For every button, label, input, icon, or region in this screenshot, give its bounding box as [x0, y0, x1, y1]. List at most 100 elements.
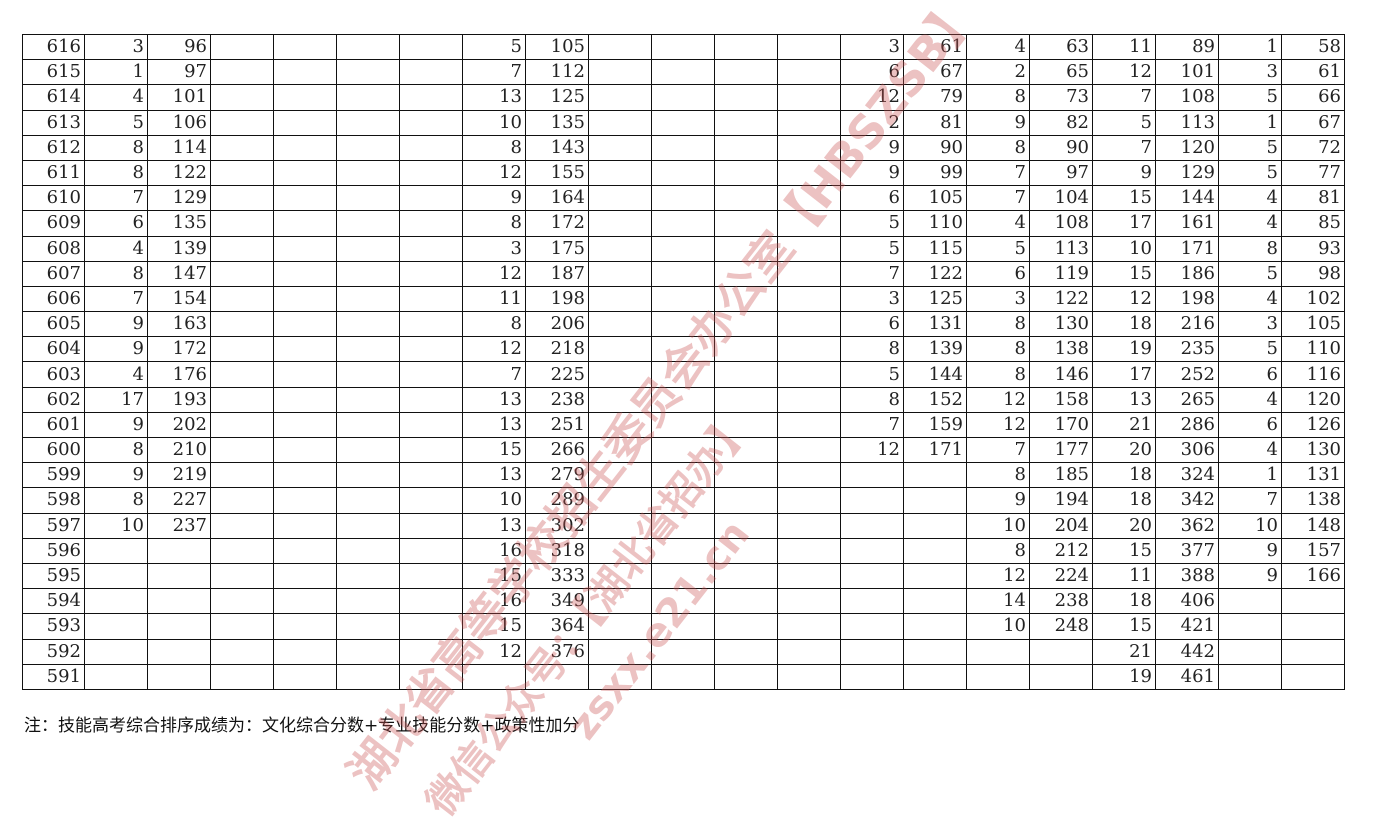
- count-cell: 18: [1092, 311, 1156, 338]
- count-cell: 12: [840, 84, 904, 111]
- cumulative-cell: [273, 613, 337, 640]
- count-cell: 17: [84, 386, 148, 413]
- cumulative-cell: 442: [1155, 638, 1219, 665]
- count-cell: 10: [462, 109, 526, 136]
- count-cell: 18: [1092, 487, 1156, 514]
- cumulative-cell: [903, 512, 967, 539]
- count-cell: [210, 588, 274, 615]
- count-cell: 1: [1218, 33, 1282, 61]
- cumulative-cell: [777, 159, 841, 187]
- count-cell: [588, 588, 652, 615]
- count-cell: [210, 361, 274, 388]
- cumulative-cell: 266: [525, 436, 589, 464]
- count-cell: 12: [462, 159, 526, 187]
- count-cell: 12: [966, 562, 1030, 590]
- cumulative-cell: 65: [1029, 59, 1093, 86]
- count-cell: 4: [1218, 285, 1282, 313]
- cumulative-cell: 218: [525, 336, 589, 363]
- count-cell: 9: [966, 109, 1030, 136]
- count-cell: [714, 285, 778, 313]
- table-row: 616 3 96 5 105 3 61 4 63 11 89 1 58: [22, 33, 1345, 61]
- count-cell: [336, 487, 400, 514]
- count-cell: [336, 462, 400, 489]
- count-cell: [336, 361, 400, 388]
- cumulative-cell: [525, 663, 589, 690]
- count-cell: 5: [840, 361, 904, 388]
- cumulative-cell: [777, 562, 841, 590]
- count-cell: 19: [1092, 663, 1156, 690]
- count-cell: [210, 109, 274, 136]
- cumulative-cell: [903, 462, 967, 489]
- cumulative-cell: [1029, 638, 1093, 665]
- count-cell: [336, 512, 400, 539]
- cumulative-cell: 66: [1281, 84, 1345, 111]
- cumulative-cell: 131: [1281, 462, 1345, 489]
- count-cell: [84, 613, 148, 640]
- count-cell: 21: [1092, 638, 1156, 665]
- cumulative-cell: [777, 59, 841, 86]
- cumulative-cell: 342: [1155, 487, 1219, 514]
- count-cell: [336, 411, 400, 439]
- cumulative-cell: 93: [1281, 235, 1345, 262]
- count-cell: 9: [84, 311, 148, 338]
- count-cell: 16: [462, 588, 526, 615]
- cumulative-cell: [147, 638, 211, 665]
- cumulative-cell: [651, 84, 715, 111]
- count-cell: 1: [1218, 109, 1282, 136]
- score-cell: 593: [22, 613, 85, 640]
- cumulative-cell: 139: [147, 235, 211, 262]
- cumulative-cell: [777, 84, 841, 111]
- cumulative-cell: [273, 84, 337, 111]
- count-cell: [336, 562, 400, 590]
- count-cell: 13: [462, 462, 526, 489]
- cumulative-cell: 164: [525, 185, 589, 212]
- score-cell: 610: [22, 185, 85, 212]
- score-cell: 598: [22, 487, 85, 514]
- count-cell: [210, 59, 274, 86]
- count-cell: [210, 613, 274, 640]
- count-cell: 8: [966, 134, 1030, 161]
- count-cell: [840, 588, 904, 615]
- cumulative-cell: 421: [1155, 613, 1219, 640]
- count-cell: [588, 663, 652, 690]
- cumulative-cell: [777, 336, 841, 363]
- score-cell: 594: [22, 588, 85, 615]
- cumulative-cell: [903, 588, 967, 615]
- table-row: 594 16 349 14 238 18 406: [22, 588, 1345, 615]
- cumulative-cell: 187: [525, 260, 589, 287]
- score-cell: 611: [22, 159, 85, 187]
- cumulative-cell: 148: [1281, 512, 1345, 539]
- count-cell: 5: [1218, 336, 1282, 363]
- count-cell: [588, 33, 652, 61]
- cumulative-cell: 158: [1029, 386, 1093, 413]
- cumulative-cell: 198: [525, 285, 589, 313]
- count-cell: 3: [1218, 311, 1282, 338]
- count-cell: 4: [1218, 436, 1282, 464]
- count-cell: [588, 512, 652, 539]
- cumulative-cell: [651, 159, 715, 187]
- cumulative-cell: 139: [903, 336, 967, 363]
- count-cell: [210, 336, 274, 363]
- cumulative-cell: [273, 109, 337, 136]
- count-cell: [210, 84, 274, 111]
- count-cell: [714, 638, 778, 665]
- count-cell: [714, 386, 778, 413]
- count-cell: [336, 84, 400, 111]
- count-cell: 9: [84, 411, 148, 439]
- count-cell: [336, 33, 400, 61]
- cumulative-cell: 130: [1281, 436, 1345, 464]
- count-cell: 9: [1092, 159, 1156, 187]
- cumulative-cell: [273, 462, 337, 489]
- cumulative-cell: [273, 588, 337, 615]
- cumulative-cell: [273, 411, 337, 439]
- cumulative-cell: 114: [147, 134, 211, 161]
- count-cell: [210, 185, 274, 212]
- cumulative-cell: 252: [1155, 361, 1219, 388]
- cumulative-cell: 120: [1155, 134, 1219, 161]
- cumulative-cell: 61: [903, 33, 967, 61]
- count-cell: 7: [462, 361, 526, 388]
- count-cell: 9: [84, 462, 148, 489]
- cumulative-cell: [777, 411, 841, 439]
- cumulative-cell: 125: [903, 285, 967, 313]
- cumulative-cell: 63: [1029, 33, 1093, 61]
